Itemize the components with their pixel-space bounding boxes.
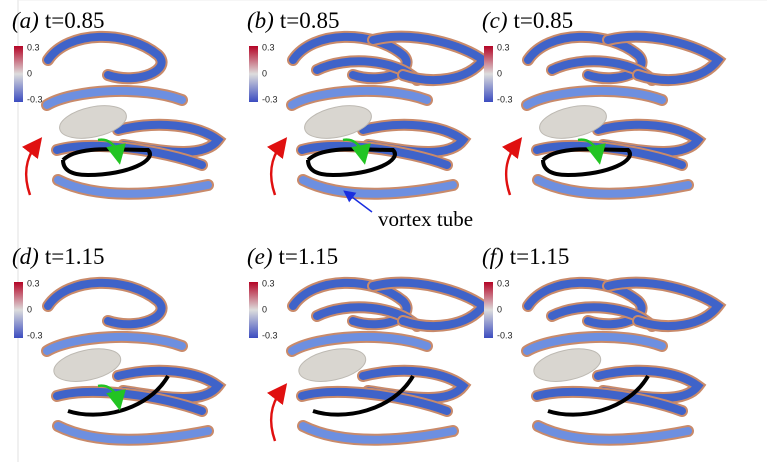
panel-label: (a)t=0.85 xyxy=(12,8,104,33)
panel-letter: (e) xyxy=(247,244,273,269)
panels: (a)t=0.850.30-0.3(b)t=0.850.30-0.3(c)t=0… xyxy=(12,8,718,441)
panel: (a)t=0.85 0.3 0 -0.3 xyxy=(12,8,218,195)
colorbar-min: -0.3 xyxy=(497,330,513,340)
vortex-render xyxy=(26,37,218,195)
colorbar-min: -0.3 xyxy=(497,94,513,104)
colorbar-max: 0.3 xyxy=(497,278,510,288)
annotation: vortex tube xyxy=(378,207,473,231)
panel: (d)t=1.15 0.3 0 -0.3 xyxy=(12,244,218,440)
panel-time: t=0.85 xyxy=(280,8,340,33)
body xyxy=(537,100,610,143)
colorbar-mid: 0 xyxy=(262,68,267,78)
vortex-tube xyxy=(538,180,688,194)
panel-time: t=1.15 xyxy=(510,244,570,269)
colorbar-max: 0.3 xyxy=(27,42,40,52)
colorbar xyxy=(249,282,258,338)
panel-label: (c)t=0.85 xyxy=(482,8,573,33)
panel: (f) t=1.150.3 0 -0.3 xyxy=(482,244,718,440)
vortex-tube xyxy=(58,180,208,194)
panel-time: t=0.85 xyxy=(514,8,574,33)
vortex-tube xyxy=(303,180,453,194)
colorbar-mid: 0 xyxy=(262,304,267,314)
vortex-render xyxy=(271,37,483,195)
rotation-arrow-red xyxy=(26,145,36,195)
colorbar-min: -0.3 xyxy=(27,330,43,340)
colorbar xyxy=(14,46,23,102)
colorbar xyxy=(249,46,258,102)
colorbar xyxy=(484,46,493,102)
colorbar-min: -0.3 xyxy=(262,94,278,104)
panel-letter: (b) xyxy=(247,8,274,33)
panel-letter: (c) xyxy=(482,8,508,33)
colorbar-mid: 0 xyxy=(497,304,502,314)
vortex-render xyxy=(527,283,718,440)
vortex-tube xyxy=(303,426,453,440)
colorbar-max: 0.3 xyxy=(262,42,275,52)
body xyxy=(302,100,375,143)
colorbar-max: 0.3 xyxy=(262,278,275,288)
panel-time: t=1.15 xyxy=(45,244,105,269)
panel-time: t=1.15 xyxy=(279,244,339,269)
colorbar xyxy=(484,282,493,338)
figure: (a)t=0.850.30-0.3(b)t=0.850.30-0.3(c)t=0… xyxy=(0,0,767,462)
vortex-render xyxy=(506,37,718,195)
panel-label: (d)t=1.15 xyxy=(12,244,104,269)
panel-label: (b)t=0.85 xyxy=(247,8,339,33)
panel-label: (f) t=1.15 xyxy=(482,244,569,269)
colorbar-max: 0.3 xyxy=(27,278,40,288)
panel: (b)t=0.85 0.3 0 -0.3 xyxy=(247,8,483,195)
rotation-arrow-red xyxy=(271,145,281,195)
panel: (e)t=1.15 0.3 0 -0.3 xyxy=(247,244,483,441)
colorbar-mid: 0 xyxy=(497,68,502,78)
rotation-arrow-red xyxy=(271,391,281,441)
colorbar-max: 0.3 xyxy=(497,42,510,52)
rotation-arrow-red xyxy=(506,145,516,195)
vortex-render xyxy=(47,283,218,440)
colorbar-min: -0.3 xyxy=(27,94,43,104)
panel-label: (e)t=1.15 xyxy=(247,244,338,269)
vortex-render xyxy=(271,283,483,441)
body xyxy=(57,100,130,143)
vortex-tube xyxy=(58,426,208,440)
colorbar-mid: 0 xyxy=(27,68,32,78)
vortex-tube xyxy=(538,426,688,440)
colorbar-mid: 0 xyxy=(27,304,32,314)
panel-time: t=0.85 xyxy=(45,8,105,33)
panel: (c)t=0.85 0.3 0 -0.3 xyxy=(482,8,718,195)
panel-letter: (a) xyxy=(12,8,39,33)
colorbar xyxy=(14,282,23,338)
panel-letter: (f) xyxy=(482,244,504,269)
colorbar-min: -0.3 xyxy=(262,330,278,340)
panel-letter: (d) xyxy=(12,244,39,269)
